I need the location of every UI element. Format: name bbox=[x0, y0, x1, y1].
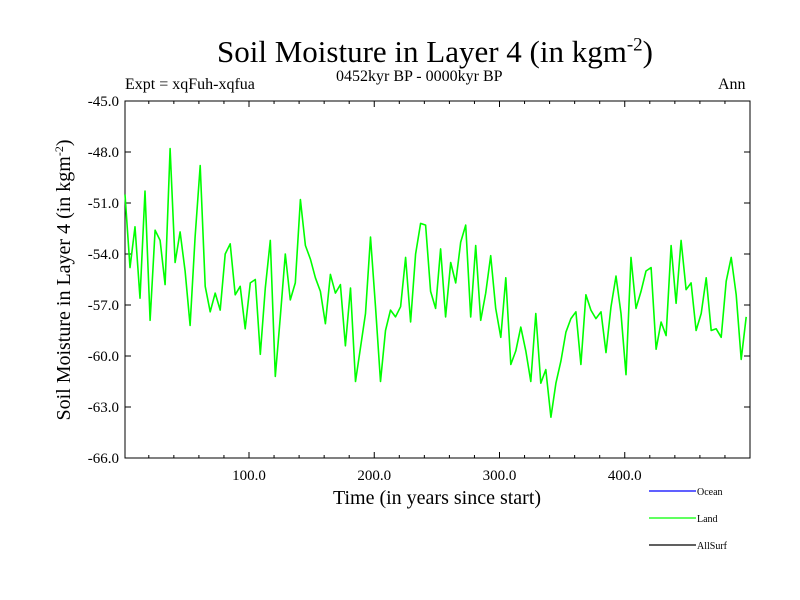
x-axis-label: Time (in years since start) bbox=[333, 487, 541, 509]
plot-frame bbox=[124, 100, 751, 459]
y-axis-label: Soil Moisture in Layer 4 (in kgm-2) bbox=[52, 139, 75, 420]
x-tick-label: 100.0 bbox=[232, 468, 266, 484]
x-tick-label: 400.0 bbox=[608, 468, 642, 484]
x-tick-label: 200.0 bbox=[357, 468, 391, 484]
y-tick-label: -51.0 bbox=[88, 196, 119, 212]
y-tick-label: -54.0 bbox=[88, 247, 119, 263]
y-tick-label: -63.0 bbox=[88, 400, 119, 416]
series-layer bbox=[124, 147, 747, 419]
y-tick-label: -48.0 bbox=[88, 145, 119, 161]
period-label: 0452kyr BP - 0000kyr BP bbox=[336, 68, 503, 85]
chart-title: Soil Moisture in Layer 4 (in kgm-2) bbox=[217, 34, 653, 69]
y-tick-label: -45.0 bbox=[88, 94, 119, 110]
legend-label-ocean: Ocean bbox=[697, 487, 723, 498]
x-tick-label: 300.0 bbox=[483, 468, 517, 484]
experiment-label: Expt = xqFuh-xqfua bbox=[125, 76, 255, 93]
axis-ticks: -45.0 -48.0 -51.0 -54.0 -57.0 -60.0 -63.0 -66.0… bbox=[88, 94, 750, 484]
y-tick-label: -66.0 bbox=[88, 451, 119, 467]
y-tick-label: -57.0 bbox=[88, 298, 119, 314]
legend: Ocean Land AllSurf bbox=[649, 487, 728, 552]
y-tick-label: -60.0 bbox=[88, 349, 119, 365]
legend-label-land: Land bbox=[697, 514, 718, 525]
legend-label-allsurf: AllSurf bbox=[697, 541, 728, 552]
series-line-land bbox=[124, 147, 747, 419]
season-label: Ann bbox=[718, 76, 746, 93]
